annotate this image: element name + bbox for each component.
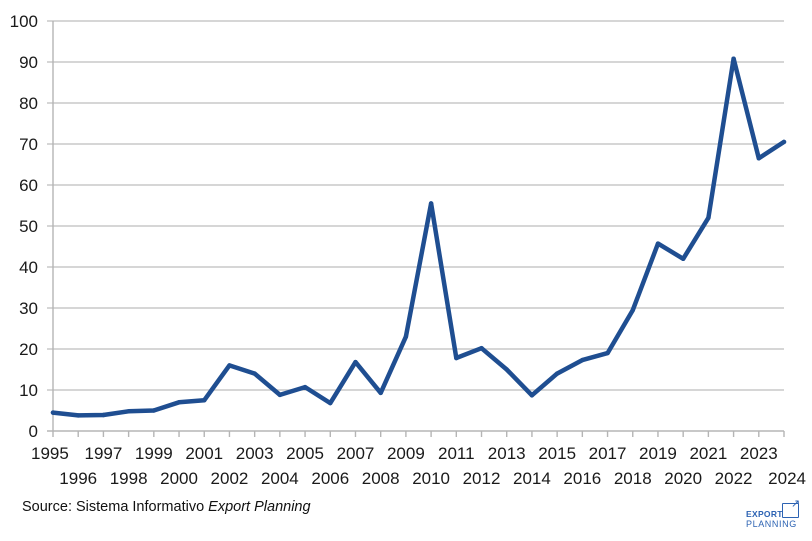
data-point <box>353 359 358 365</box>
x-tick-label: 2012 <box>463 469 501 488</box>
data-point <box>403 334 409 339</box>
data-point <box>176 400 182 405</box>
y-tick-label: 100 <box>10 12 38 31</box>
data-point <box>151 408 157 413</box>
y-axis-tick-labels: 0 10 20 30 40 50 60 70 80 90 100 <box>10 12 38 441</box>
logo-box-icon <box>782 503 799 518</box>
x-tick-label: 2017 <box>589 444 627 463</box>
x-tick-label: 2000 <box>160 469 198 488</box>
x-tick-label: 2024 <box>768 469 806 488</box>
data-point <box>227 363 232 368</box>
x-tick-label: 1996 <box>59 469 97 488</box>
data-point <box>554 371 560 376</box>
x-tick-label: 2001 <box>185 444 223 463</box>
data-point <box>580 357 585 363</box>
logo-text-planning: PLANNING <box>746 519 797 529</box>
data-point <box>605 350 610 356</box>
series-line <box>50 56 787 418</box>
data-point <box>252 371 257 376</box>
x-tick-label: 2009 <box>387 444 425 463</box>
y-tick-label: 10 <box>19 381 38 400</box>
data-point <box>50 410 56 415</box>
data-point <box>529 393 535 398</box>
x-tick-label: 2023 <box>740 444 778 463</box>
data-point <box>378 390 383 396</box>
x-tick-label: 2011 <box>438 444 475 463</box>
data-point <box>781 139 787 145</box>
x-tick-label: 1997 <box>84 444 122 463</box>
source-emphasis: Export Planning <box>208 499 311 515</box>
y-tick-label: 0 <box>29 422 38 441</box>
y-tick-label: 80 <box>19 94 38 113</box>
source-note: Source: Sistema Informativo Export Plann… <box>22 499 311 515</box>
data-point <box>680 256 686 261</box>
data-point <box>76 413 81 418</box>
data-point <box>731 56 736 61</box>
x-axis-tick-labels: 1995 1996 1997 1998 1999 2000 2001 2002 2003 2004… <box>31 444 806 488</box>
x-tick-label: 2015 <box>538 444 576 463</box>
x-tick-label: 1998 <box>110 469 148 488</box>
y-tick-label: 40 <box>19 258 38 277</box>
data-point <box>479 345 484 351</box>
x-tick-label: 2014 <box>513 469 551 488</box>
y-tick-label: 30 <box>19 299 38 318</box>
x-tick-label: 2007 <box>337 444 375 463</box>
x-tick-label: 2008 <box>362 469 400 488</box>
export-planning-logo: ↗ EXPORT PLANNING <box>744 499 802 530</box>
data-point <box>126 409 131 414</box>
x-tick-label: 2002 <box>211 469 249 488</box>
x-tick-label: 2003 <box>236 444 274 463</box>
x-tick-label: 2016 <box>563 469 601 488</box>
series-lines <box>50 56 787 418</box>
data-point <box>328 400 333 406</box>
data-point <box>428 201 434 206</box>
data-point <box>756 156 761 161</box>
x-tick-label: 2020 <box>664 469 702 488</box>
logo-arrow-icon: ↗ <box>791 498 801 510</box>
x-tick-label: 2019 <box>639 444 677 463</box>
x-tick-label: 2010 <box>412 469 450 488</box>
y-tick-label: 60 <box>19 176 38 195</box>
y-tick-label: 50 <box>19 217 38 236</box>
data-point <box>277 392 283 398</box>
x-tick-label: 2013 <box>488 444 526 463</box>
y-tick-label: 70 <box>19 135 38 154</box>
data-point <box>101 412 106 418</box>
x-tick-label: 2006 <box>311 469 349 488</box>
data-point <box>302 384 308 390</box>
logo-text-export: EXPORT <box>746 509 783 519</box>
data-point <box>504 367 509 372</box>
data-point <box>202 398 207 403</box>
data-point <box>630 307 635 313</box>
data-point <box>454 355 459 361</box>
data-point <box>706 215 711 220</box>
data-point <box>655 241 661 246</box>
x-tick-label: 2022 <box>715 469 753 488</box>
x-tick-label: 1995 <box>31 444 69 463</box>
x-tick-label: 2004 <box>261 469 299 488</box>
source-prefix: Source: Sistema Informativo <box>22 499 209 515</box>
y-tick-label: 20 <box>19 340 38 359</box>
y-tick-label: 90 <box>19 53 38 72</box>
x-tick-label: 2021 <box>689 444 727 463</box>
gridlines <box>47 20 785 437</box>
x-tick-label: 1999 <box>135 444 173 463</box>
x-tick-label: 2005 <box>286 444 324 463</box>
x-tick-label: 2018 <box>614 469 652 488</box>
